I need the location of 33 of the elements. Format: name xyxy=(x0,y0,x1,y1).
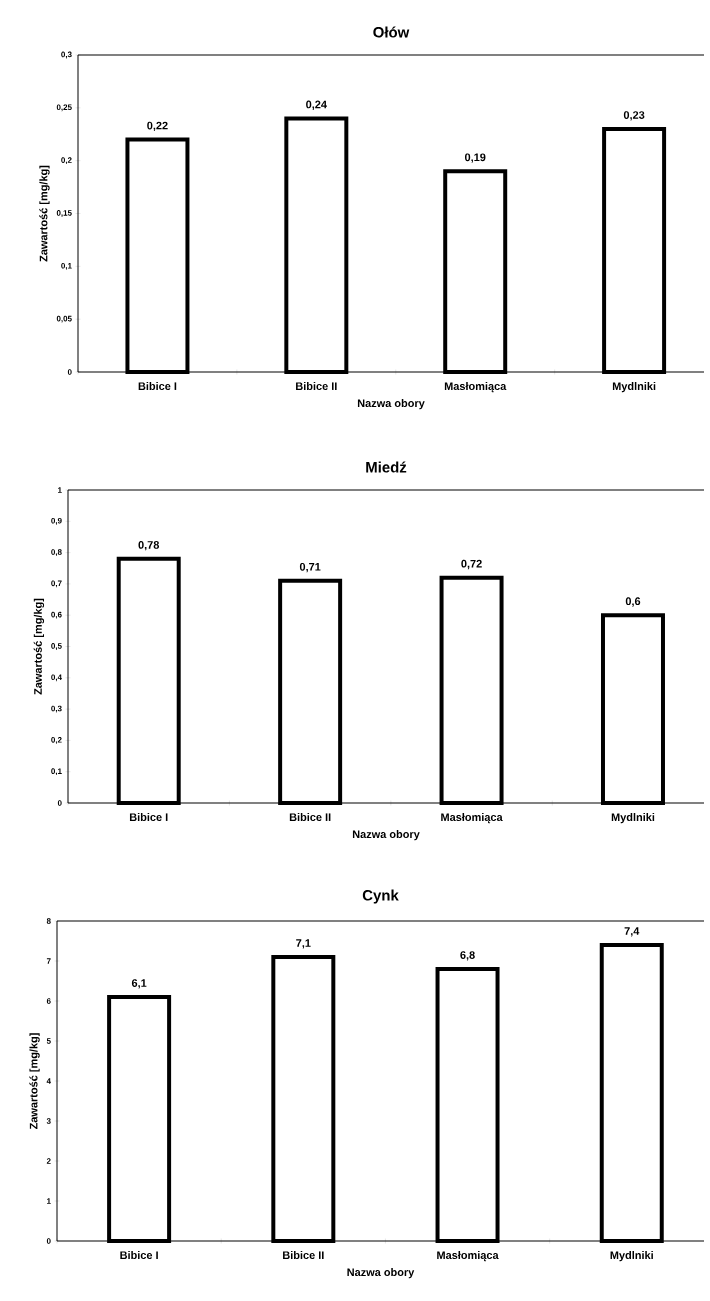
x-tick-label: Masłomiąca xyxy=(441,813,503,824)
x-axis-title: Nazwa obory xyxy=(357,399,425,410)
data-label: 0,19 xyxy=(464,153,486,163)
y-axis-title: Zawartość [mg/kg] xyxy=(29,1033,40,1130)
data-label: 7,1 xyxy=(296,939,311,949)
data-label: 6,8 xyxy=(460,951,475,961)
x-tick-label: Mydlniki xyxy=(611,813,655,824)
data-label: 7,4 xyxy=(624,927,640,937)
data-label: 6,1 xyxy=(131,979,147,989)
x-tick-label: Mydlniki xyxy=(610,1251,653,1262)
x-axis-title: Nazwa obory xyxy=(347,1268,415,1279)
x-tick-label: Masłomiąca xyxy=(444,382,507,393)
data-label: 0,23 xyxy=(623,111,645,121)
y-axis-title: Zawartość [mg/kg] xyxy=(39,165,50,262)
x-axis-title: Nazwa obory xyxy=(352,830,420,841)
data-label: 0,6 xyxy=(625,597,641,607)
chart-title: Ołów xyxy=(373,26,410,38)
chart-title: Miedź xyxy=(366,461,407,473)
x-tick-label: Bibice I xyxy=(120,1251,158,1260)
data-label: 0,72 xyxy=(461,559,482,570)
data-label: 0,71 xyxy=(299,562,321,573)
x-tick-label: Bibice II xyxy=(296,382,337,391)
x-tick-label: Bibice I xyxy=(138,382,177,391)
x-tick-label: Bibice I xyxy=(129,813,168,822)
x-tick-label: Masłomiąca xyxy=(437,1251,499,1262)
x-tick-label: Mydlniki xyxy=(612,382,656,393)
x-tick-label: Bibice II xyxy=(283,1251,324,1260)
x-tick-label: Bibice II xyxy=(289,813,331,822)
chart-title: Cynk xyxy=(362,889,399,904)
data-label: 0,24 xyxy=(306,100,327,110)
data-label: 0,22 xyxy=(147,121,168,132)
data-label: 0,78 xyxy=(138,541,160,551)
y-axis-title: Zawartość [mg/kg] xyxy=(33,598,45,695)
